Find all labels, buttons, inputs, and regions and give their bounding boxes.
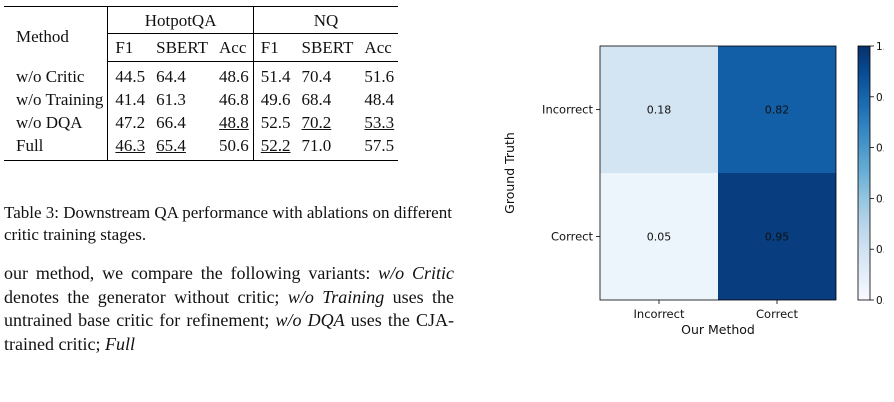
value-cell: 52.2 xyxy=(252,134,295,161)
x-tick-label: Correct xyxy=(756,307,798,321)
value-cell: 48.4 xyxy=(364,90,395,109)
heatmap-cell xyxy=(718,46,836,173)
value-cell: 46.3 xyxy=(107,134,150,161)
y-tick-label: Correct xyxy=(551,230,593,244)
heatmap-cell xyxy=(600,46,718,173)
x-tick-label: Incorrect xyxy=(634,307,685,321)
value-cell: 48.6 xyxy=(219,67,249,86)
x-axis-label: Our Method xyxy=(681,322,755,337)
variant-term: Full xyxy=(104,333,135,354)
colorbar-tick-label: 0.8 xyxy=(876,92,884,104)
colorbar-tick-label: 0.0 xyxy=(876,295,884,307)
value-cell: 68.4 xyxy=(301,90,332,109)
cell-value-label: 0.18 xyxy=(647,104,672,117)
value-cell: 66.4 xyxy=(156,113,186,132)
value-cell: 71.0 xyxy=(294,134,358,161)
cell-value-label: 0.95 xyxy=(765,231,790,244)
heatmap-cell xyxy=(718,173,836,300)
value-cell: 51.4 xyxy=(252,61,295,88)
results-table: Method HotpotQA NQ F1 SBERT Acc F1 SBERT… xyxy=(4,6,399,161)
body-paragraph: our method, we compare the following var… xyxy=(4,262,454,356)
method-cell: w/o Training xyxy=(16,90,104,109)
heatmap-cell xyxy=(600,173,718,300)
table-row: w/o Training 41.4 61.3 46.8 49.6 68.4 48.4 xyxy=(4,88,398,111)
subheader-cell: SBERT xyxy=(149,33,213,62)
value-cell: 61.3 xyxy=(156,90,186,109)
table-caption: Table 3: Downstream QA performance with … xyxy=(4,203,452,244)
body-text-segment: uses the untrained base critic for refin… xyxy=(4,286,455,331)
subheader-cell: SBERT xyxy=(294,33,358,62)
variant-term: w/o Critic xyxy=(378,263,455,283)
table-body: w/o Critic 44.5 64.4 48.6 51.4 70.4 51.6 w/o Tr… xyxy=(4,61,399,161)
value-cell: 51.6 xyxy=(364,67,395,86)
method-cell: Full xyxy=(4,134,108,161)
body-text-segment: our method, we compare the following var… xyxy=(4,263,379,283)
cell-value-label: 0.05 xyxy=(647,231,672,244)
subheader-cell: Acc xyxy=(357,33,399,62)
value-cell: 47.2 xyxy=(107,111,150,134)
value-cell: 53.3 xyxy=(364,113,395,132)
value-cell: 49.6 xyxy=(252,88,295,111)
subheader-cell: F1 xyxy=(107,33,150,62)
body-text-segment: uses the CJA-trained critic; xyxy=(4,310,454,354)
value-cell: 44.5 xyxy=(107,61,150,88)
variant-term: w/o Training xyxy=(287,286,385,307)
plot-frame xyxy=(599,45,837,301)
colorbar-tick-label: 0.6 xyxy=(876,143,884,155)
table-row: Full 46.3 65.4 50.6 52.2 71.0 57.5 xyxy=(4,134,399,161)
table-row: w/o Critic 44.5 64.4 48.6 51.4 70.4 51.6 xyxy=(4,61,398,88)
value-cell: 65.4 xyxy=(149,134,213,161)
subheader-cell: Acc xyxy=(212,33,254,62)
cell-value-label: 0.82 xyxy=(765,104,790,117)
value-cell: 70.2 xyxy=(301,113,332,132)
colorbar-tick-label: 0.4 xyxy=(876,193,884,205)
value-cell: 50.6 xyxy=(212,134,254,161)
value-cell: 46.8 xyxy=(219,90,249,109)
method-header: Method xyxy=(4,6,108,62)
group-header-hotpotqa: HotpotQA xyxy=(107,6,254,34)
value-cell: 64.4 xyxy=(156,67,186,86)
y-axis-label: Ground Truth xyxy=(502,132,517,214)
subheader-cell: F1 xyxy=(252,33,295,62)
value-cell: 52.5 xyxy=(252,111,295,134)
variant-term: w/o DQA xyxy=(275,310,345,330)
method-cell: w/o Critic xyxy=(16,66,85,86)
colorbar-tick-label: 0.2 xyxy=(876,244,884,256)
confusion-matrix-heatmap: 0.18 0.82 0.05 0.95 Incorrect Correct Incorrec… xyxy=(502,41,884,337)
value-cell: 48.8 xyxy=(219,113,249,132)
method-cell: w/o DQA xyxy=(16,113,83,132)
group-header-nq: NQ xyxy=(252,6,399,34)
table-row: w/o DQA 47.2 66.4 48.8 52.5 70.2 53.3 xyxy=(4,111,398,134)
y-tick-label: Incorrect xyxy=(542,103,593,117)
colorbar xyxy=(857,45,871,301)
value-cell: 70.4 xyxy=(301,67,332,86)
colorbar-tick-label: 1.0 xyxy=(876,41,884,53)
value-cell: 41.4 xyxy=(107,88,150,111)
body-text-segment: denotes the generator without critic; xyxy=(4,286,288,307)
value-cell: 57.5 xyxy=(357,134,399,161)
